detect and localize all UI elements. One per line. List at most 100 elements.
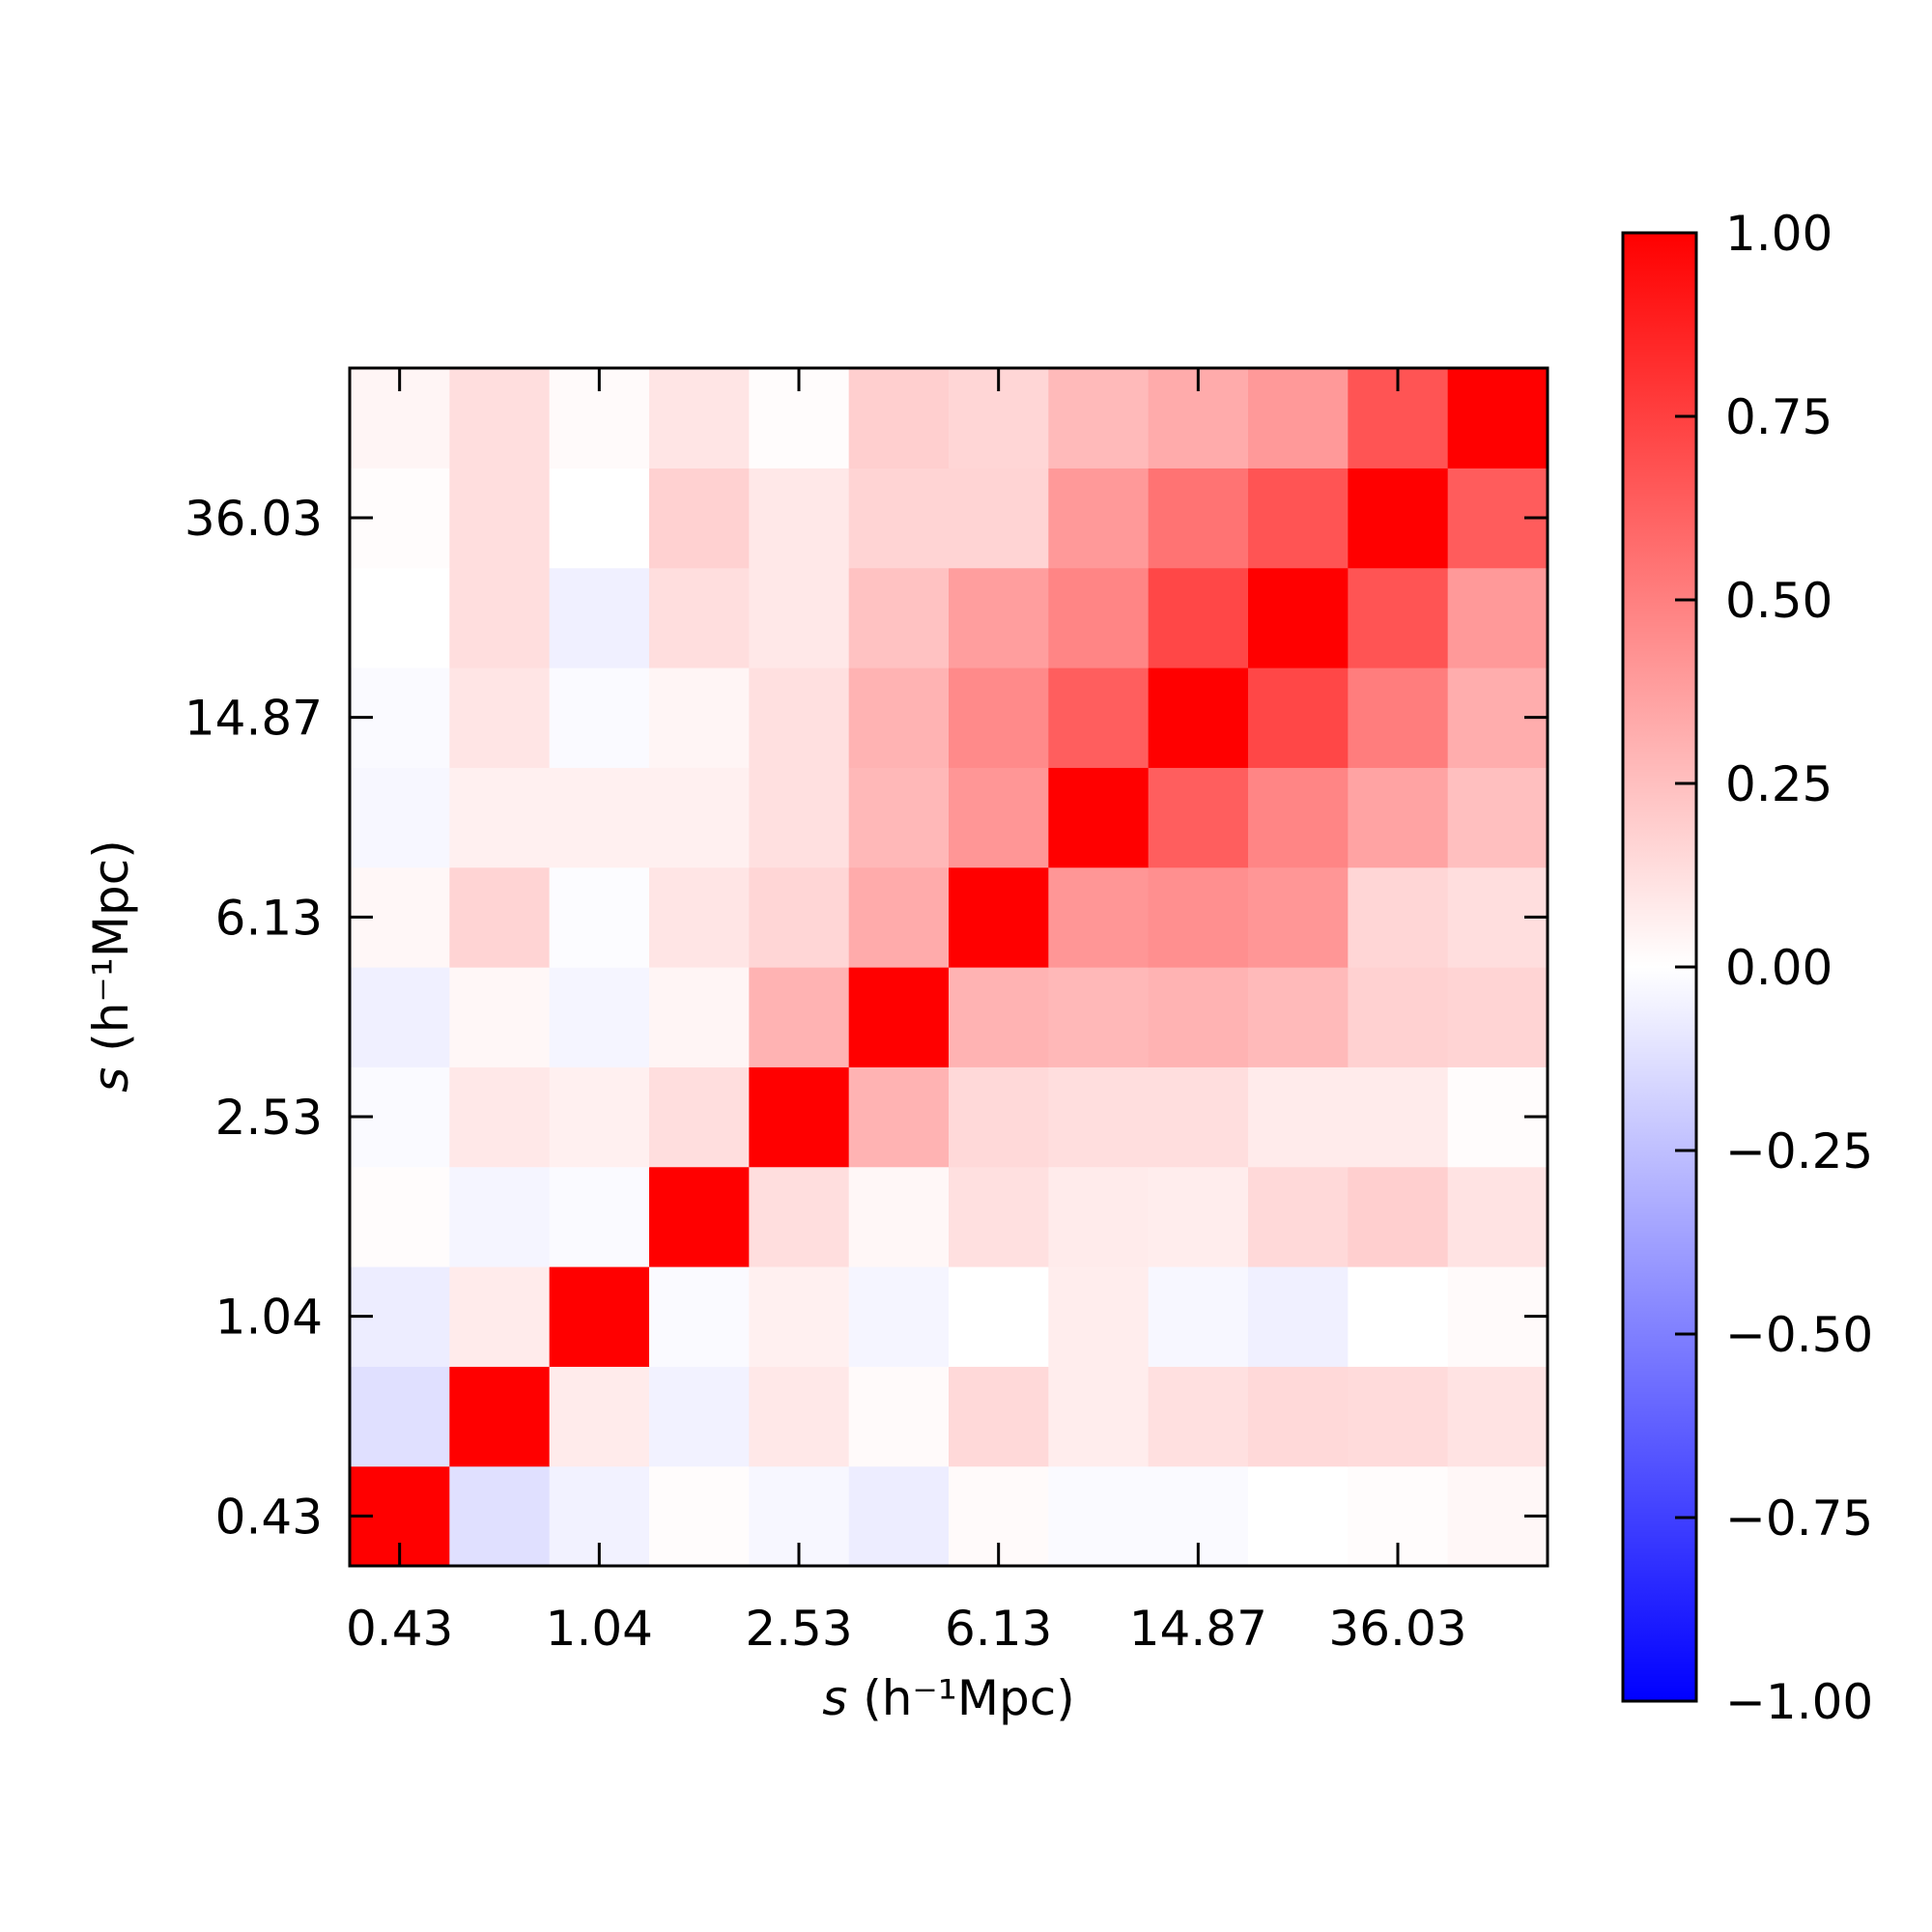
- heatmap-cell: [949, 1166, 1049, 1267]
- heatmap-cell: [749, 468, 850, 569]
- y-tick-label: 14.87: [185, 691, 323, 747]
- heatmap-cell: [549, 1066, 650, 1168]
- heatmap-cell: [749, 767, 850, 868]
- heatmap-cell: [649, 668, 750, 768]
- heatmap-cell: [1048, 767, 1150, 868]
- heatmap-cell: [1348, 1266, 1449, 1367]
- heatmap-cell: [1447, 567, 1548, 668]
- colorbar-tick-label: 1.00: [1725, 206, 1833, 262]
- heatmap-cell: [848, 368, 950, 469]
- heatmap-cell: [848, 567, 950, 668]
- heatmap-cell: [549, 867, 650, 968]
- heatmap-cell: [649, 1166, 750, 1267]
- heatmap-cell: [549, 468, 650, 569]
- heatmap-cell: [1248, 468, 1349, 569]
- heatmap-cell: [1048, 668, 1150, 768]
- x-axis-label: s (h⁻¹Mpc): [822, 1670, 1074, 1726]
- heatmap-cell: [549, 1266, 650, 1367]
- heatmap-cell: [949, 1366, 1049, 1467]
- x-tick-label: 14.87: [1129, 1601, 1267, 1657]
- heatmap-cell: [949, 767, 1049, 868]
- heatmap-cell: [1048, 1465, 1150, 1567]
- heatmap-cell: [1248, 567, 1349, 668]
- heatmap-cell: [749, 967, 850, 1067]
- y-axis-label-unit: (h⁻¹Mpc): [83, 839, 139, 1052]
- heatmap-cell: [549, 1166, 650, 1267]
- heatmap-cell: [350, 767, 450, 868]
- heatmap-cell: [949, 1266, 1049, 1367]
- y-axis-label-var: s: [83, 1067, 139, 1093]
- heatmap-cell: [848, 767, 950, 868]
- x-axis-ticks: 0.43 1.04 2.53 6.13 14.87 36.03: [346, 368, 1467, 1657]
- heatmap-cell: [749, 1266, 850, 1367]
- heatmap-cell: [1248, 1066, 1349, 1168]
- heatmap-cell: [1148, 668, 1249, 768]
- heatmap-cell: [1048, 867, 1150, 968]
- heatmap-cell: [1048, 1066, 1150, 1168]
- heatmap-cell: [549, 567, 650, 668]
- heatmap-cell: [1048, 1166, 1150, 1267]
- heatmap-cell: [848, 668, 950, 768]
- x-axis-label-var: s: [822, 1670, 847, 1726]
- heatmap-cell: [949, 867, 1049, 968]
- heatmap-cell: [1248, 767, 1349, 868]
- heatmap-cell: [449, 967, 551, 1067]
- heatmap-cell: [1048, 967, 1150, 1067]
- heatmap-cell: [449, 468, 551, 569]
- heatmap-cell: [649, 567, 750, 668]
- heatmap-cell: [1348, 967, 1449, 1067]
- heatmap-cell: [350, 967, 450, 1067]
- heatmap-cell: [1348, 668, 1449, 768]
- heatmap-cell: [749, 668, 850, 768]
- heatmap-cell: [848, 967, 950, 1067]
- heatmap-cell: [549, 767, 650, 868]
- heatmap-cell: [549, 967, 650, 1067]
- colorbar-tick-label: 0.25: [1725, 756, 1833, 812]
- heatmap-cell: [449, 1066, 551, 1168]
- heatmap-cell: [1048, 567, 1150, 668]
- x-tick-label: 36.03: [1328, 1601, 1466, 1657]
- y-axis-ticks: 0.43 1.04 2.53 6.13 14.87 36.03: [185, 491, 1548, 1545]
- heatmap-cell: [1248, 368, 1349, 469]
- y-tick-label: 6.13: [215, 890, 323, 946]
- heatmap-cell: [1248, 668, 1349, 768]
- heatmap-cell: [749, 1366, 850, 1467]
- heatmap-cell: [549, 1366, 650, 1467]
- y-tick-label: 2.53: [215, 1090, 323, 1146]
- y-tick-label: 0.43: [215, 1489, 323, 1545]
- colorbar-tick-label: 0.50: [1725, 573, 1833, 629]
- heatmap-cell: [1148, 567, 1249, 668]
- heatmap-cell: [1148, 867, 1249, 968]
- heatmap-cell: [649, 1066, 750, 1168]
- heatmap-cell: [649, 368, 750, 469]
- heatmap-cell: [848, 867, 950, 968]
- heatmap-cell: [949, 668, 1049, 768]
- heatmap-cell: [1447, 1166, 1548, 1267]
- x-tick-label: 2.53: [745, 1601, 852, 1657]
- heatmap-cell: [949, 967, 1049, 1067]
- colorbar-tick-label: 0.00: [1725, 940, 1833, 996]
- heatmap-cell: [1248, 1366, 1349, 1467]
- heatmap-cell: [1048, 368, 1150, 469]
- heatmap-cell: [1148, 1066, 1249, 1168]
- heatmap-cell: [1248, 867, 1349, 968]
- heatmap-cell: [1248, 967, 1349, 1067]
- heatmap-cell: [848, 1465, 950, 1567]
- x-tick-label: 6.13: [945, 1601, 1052, 1657]
- x-tick-label: 0.43: [346, 1601, 453, 1657]
- heatmap-cell: [1348, 1166, 1449, 1267]
- heatmap-cell: [1248, 1465, 1349, 1567]
- heatmap-cell: [848, 468, 950, 569]
- heatmap-cell: [1447, 1366, 1548, 1467]
- heatmap-cell: [649, 867, 750, 968]
- heatmap-cell: [649, 1266, 750, 1367]
- heatmap-cell: [1148, 468, 1249, 569]
- colorbar-tick-label: −1.00: [1725, 1674, 1873, 1730]
- y-axis-label: s (h⁻¹Mpc): [83, 839, 139, 1092]
- x-axis-label-unit: (h⁻¹Mpc): [863, 1670, 1075, 1726]
- heatmap-cell: [1348, 867, 1449, 968]
- heatmap-cell: [449, 767, 551, 868]
- heatmap-cell: [1248, 1166, 1349, 1267]
- heatmap-cells: [350, 368, 1548, 1567]
- heatmap-cell: [1048, 1366, 1150, 1467]
